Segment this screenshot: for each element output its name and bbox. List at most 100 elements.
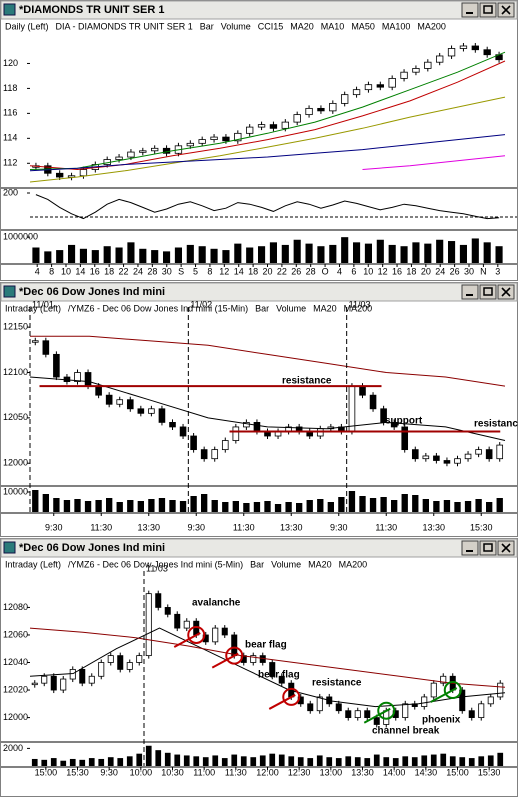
candle [84,372,92,387]
maximize-button[interactable] [479,2,497,18]
x-tick-label: 13:00 [320,767,343,777]
volume-bar [212,755,219,766]
volume-bar [359,496,366,512]
x-tick-label: 30 [162,266,172,276]
maximize-button[interactable] [479,284,497,300]
candle [243,422,250,428]
candle [117,655,124,670]
volume-bar [307,758,314,766]
candle [42,340,50,355]
x-tick-label: 14:00 [383,767,406,777]
legend-entry: MA100 [382,21,411,31]
x-tick-label: 10:00 [130,767,153,777]
x-tick-label: 30 [464,266,474,276]
button-glyph [483,287,493,296]
legend-entry: MA10 [321,21,345,31]
x-tick-label: 11:30 [233,522,255,532]
volume-bar [88,758,95,766]
candle [212,627,219,643]
x-tick-label: O [322,266,329,276]
pattern-circle [377,701,396,720]
x-tick-label: 16 [392,266,402,276]
window-title: *Dec 06 Dow Jones Ind mini [19,286,165,298]
volume-bar [281,244,289,263]
x-tick-label: 13:30 [351,767,374,777]
volume-bar [44,251,52,263]
candle [475,449,482,455]
volume-bar [436,239,444,263]
moving-average [29,627,506,688]
volume-bar [106,498,113,512]
candle [390,422,398,428]
volume-bar [338,497,345,512]
candle [88,675,95,684]
candle [126,399,134,410]
volume-bar [211,500,218,512]
candle [53,353,60,378]
volume-bar [158,498,166,512]
candle [246,126,254,134]
candle [443,460,451,464]
volume-bar [79,248,87,263]
session-label: 11/02 [190,299,212,309]
volume-bar [68,244,76,263]
minimize-button[interactable] [461,284,479,300]
x-tick-label: 9:30 [330,522,348,532]
volume-bar [127,242,135,263]
volume-bar [459,757,466,766]
volume-bar [478,756,485,766]
volume-bar [353,242,361,263]
legend-text: Volume [271,559,301,569]
x-tick-label: S [178,266,184,276]
legend-entry: MA200 [344,303,373,313]
x-tick-label: 11:00 [193,767,215,777]
volume-bar [471,238,479,263]
volume-bar [53,498,60,512]
cci-line [35,194,500,220]
button-glyph [483,543,493,552]
volume-bar [285,502,292,512]
moving-average [29,134,506,172]
candle [293,114,301,123]
trend-line [268,694,296,710]
x-tick-label: 20 [262,266,272,276]
maximize-button[interactable] [479,540,497,556]
volume-bar [163,251,171,263]
session-label: 11/03 [146,563,168,573]
candle [50,675,57,691]
candle [136,655,143,663]
candle [151,147,159,152]
volume-bar [392,758,399,766]
candle [497,682,504,698]
annotation: resistance [474,419,518,430]
volume-bar [402,756,409,766]
volume-bar [60,760,67,766]
candle [468,710,475,718]
x-tick-label: 15:30 [478,767,501,777]
volume-bar [327,502,334,512]
volume-bar [341,237,349,263]
volume-bar [240,756,247,766]
volume-bar [305,243,313,263]
minimize-button[interactable] [461,540,479,556]
minimize-button[interactable] [461,2,479,18]
legend-entry: MA200 [339,559,368,569]
y-tick-label: 1000000 [3,232,38,242]
volume-bar [259,755,266,766]
x-tick-label: 18 [406,266,416,276]
volume-bar [253,502,261,512]
volume-bar [42,494,49,512]
title-bar [0,282,518,302]
legend-text: Volume [276,303,306,313]
volume-bar [433,501,440,512]
y-tick-label: 114 [3,133,17,143]
candle [231,634,238,657]
moving-average [30,335,506,387]
legend-text: /YMZ6 - Dec 06 Dow Jones Ind mini (15-Mi… [68,303,248,313]
volume-bar [193,756,200,766]
volume-bar [145,745,152,766]
window-icon [3,3,16,16]
window-icon [3,541,16,554]
x-tick-label: 9:30 [100,767,118,777]
